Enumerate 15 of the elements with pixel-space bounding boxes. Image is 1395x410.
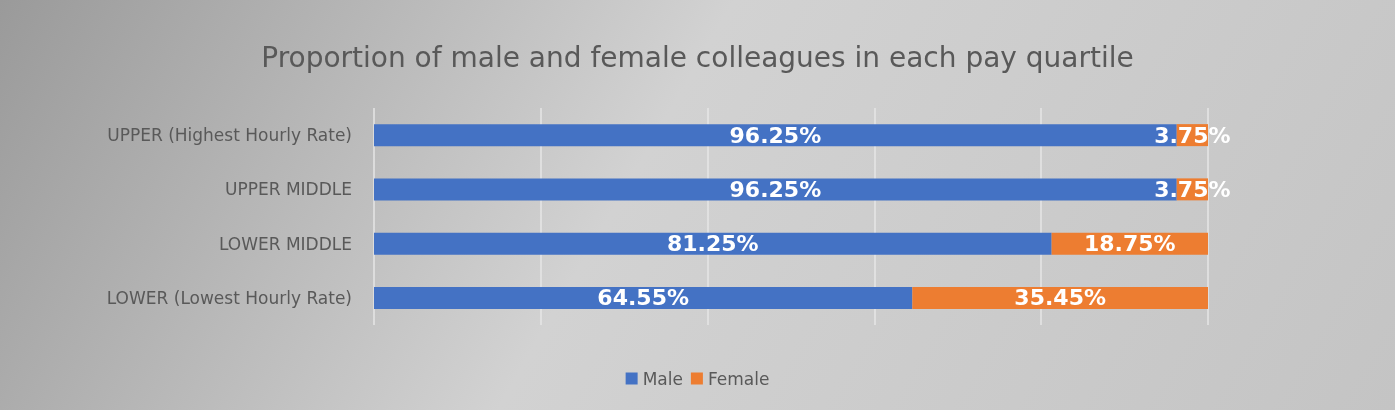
y-tick-label: UPPER MIDDLE <box>225 179 352 200</box>
data-label: 64.55% <box>597 285 689 311</box>
y-tick-label: LOWER (Lowest Hourly Rate) <box>106 287 352 308</box>
data-label: 96.25% <box>729 122 822 148</box>
data-label: 3.75% <box>1154 122 1231 148</box>
data-label: 35.45% <box>1014 285 1106 311</box>
data-label: 3.75% <box>1154 176 1231 202</box>
y-tick-label: UPPER (Highest Hourly Rate) <box>107 125 352 146</box>
legend-label: Male <box>642 368 683 389</box>
chart-title: Proportion of male and female colleagues in each pay quartile <box>261 40 1134 74</box>
data-label: 96.25% <box>729 176 822 202</box>
y-tick-label: LOWER MIDDLE <box>218 233 352 254</box>
data-label: 81.25% <box>666 231 759 257</box>
legend-label: Female <box>707 368 770 389</box>
data-label: 18.75% <box>1083 231 1176 257</box>
